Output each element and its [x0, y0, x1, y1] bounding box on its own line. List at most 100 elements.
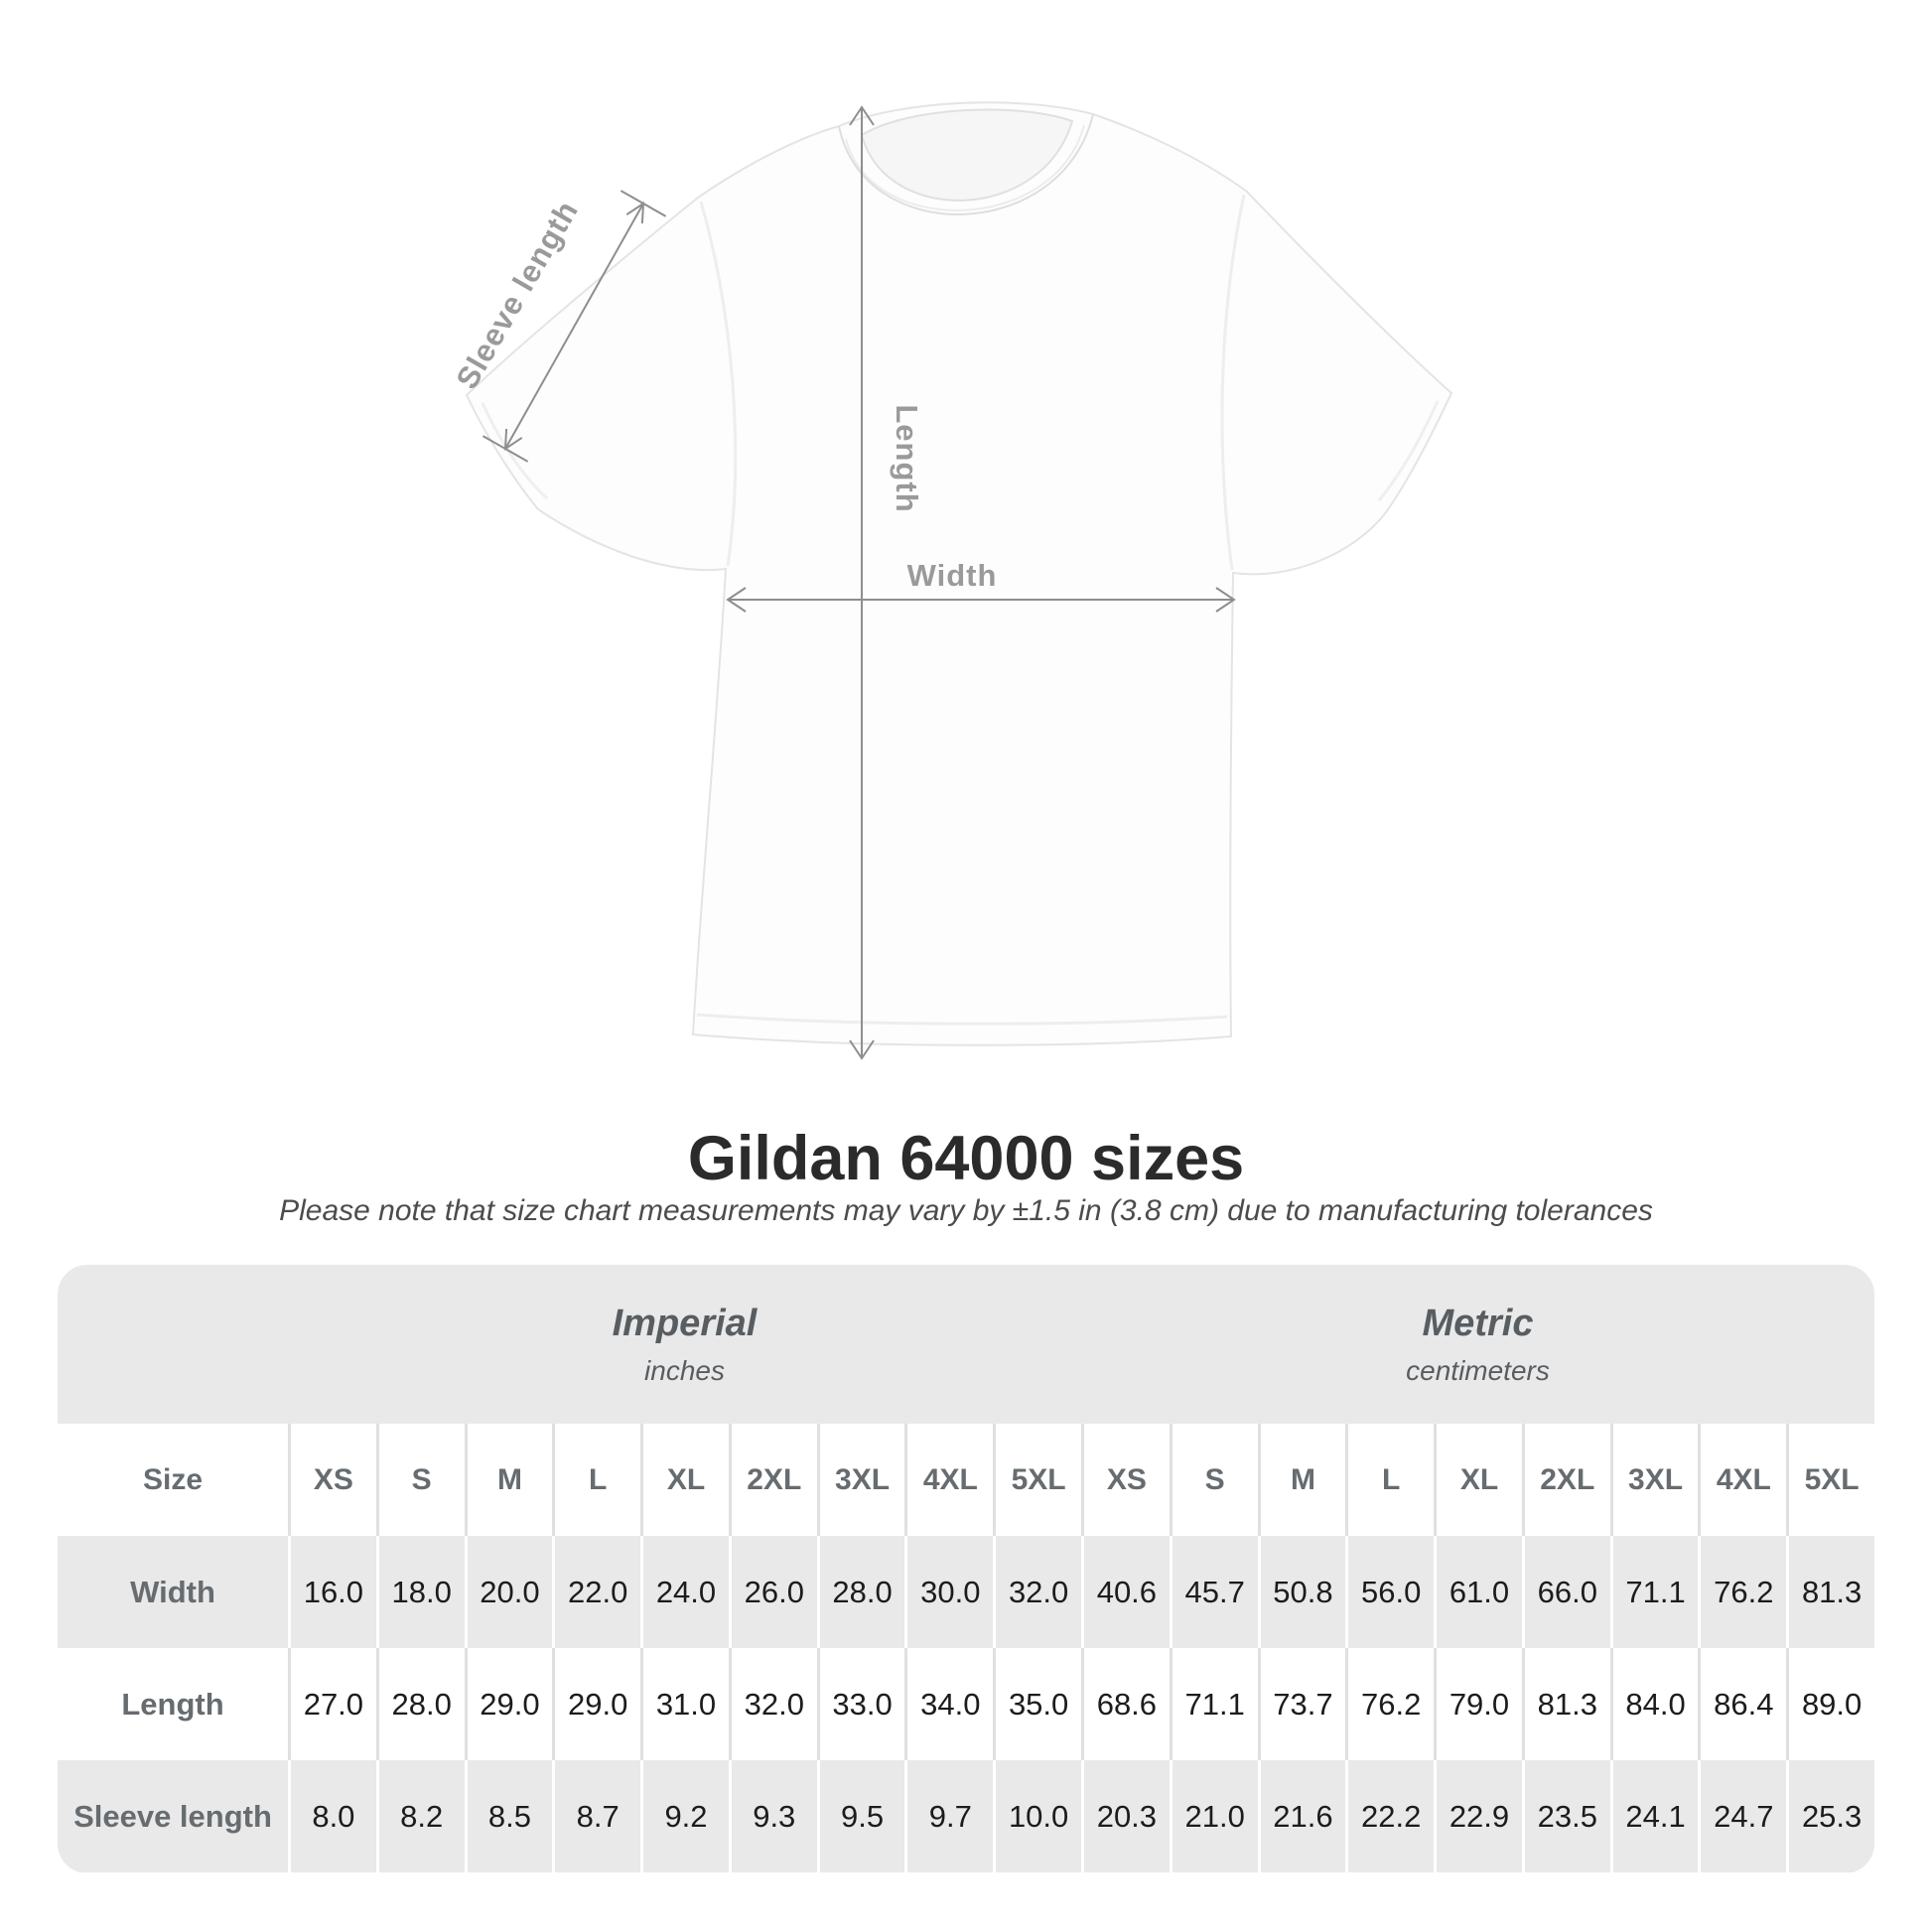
length-value: 89.0	[1786, 1648, 1874, 1760]
width-label: Width	[907, 558, 998, 593]
width-value: 81.3	[1786, 1536, 1874, 1648]
col-header: XL	[1434, 1424, 1522, 1536]
width-value: 32.0	[993, 1536, 1081, 1648]
length-value: 86.4	[1698, 1648, 1786, 1760]
sleeve-value: 9.2	[640, 1760, 729, 1872]
sleeve-value: 8.7	[552, 1760, 640, 1872]
sleeve-length-arrow	[482, 190, 667, 463]
sleeve-length-row: Sleeve length 8.0 8.2 8.5 8.7 9.2 9.3 9.…	[58, 1760, 1874, 1872]
size-table: Imperial inches Metric centimeters Size …	[58, 1265, 1874, 1873]
width-value: 24.0	[640, 1536, 729, 1648]
width-value: 61.0	[1434, 1536, 1522, 1648]
metric-unit: centimeters	[1406, 1354, 1550, 1386]
col-header: L	[1345, 1424, 1434, 1536]
sleeve-value: 9.7	[904, 1760, 993, 1872]
width-value: 76.2	[1698, 1536, 1786, 1648]
sleeve-value: 8.2	[375, 1760, 465, 1872]
tshirt-illustration: Sleeve length Length Width	[450, 101, 1453, 1060]
sleeve-value: 23.5	[1521, 1760, 1610, 1872]
sleeve-value: 25.3	[1786, 1760, 1874, 1872]
col-header: S	[375, 1424, 465, 1536]
unit-band-spacer	[58, 1265, 288, 1424]
shirt-measurement-diagram: Sleeve length Length Width	[450, 101, 1453, 1060]
metric-header: Metric centimeters	[1081, 1265, 1874, 1424]
length-value: 28.0	[375, 1648, 465, 1760]
length-value: 84.0	[1609, 1648, 1699, 1760]
col-header: 2XL	[1521, 1424, 1610, 1536]
row-label: Width	[130, 1574, 215, 1609]
sleeve-value: 10.0	[993, 1760, 1081, 1872]
width-value: 18.0	[375, 1536, 465, 1648]
length-value: 29.0	[464, 1648, 553, 1760]
width-value: 16.0	[288, 1536, 376, 1648]
length-value: 79.0	[1434, 1648, 1522, 1760]
col-header: 4XL	[904, 1424, 993, 1536]
width-value: 66.0	[1521, 1536, 1610, 1648]
sleeve-value: 9.5	[816, 1760, 905, 1872]
collar-outer	[838, 113, 1094, 215]
size-header-row: Size XS S M L XL 2XL 3XL 4XL 5XL XS S M …	[58, 1424, 1874, 1536]
col-header: XL	[640, 1424, 729, 1536]
width-value: 40.6	[1081, 1536, 1170, 1648]
col-header: 5XL	[993, 1424, 1081, 1536]
sleeve-value: 24.7	[1698, 1760, 1786, 1872]
row-label: Length	[121, 1686, 224, 1722]
col-header: L	[552, 1424, 640, 1536]
width-value: 50.8	[1257, 1536, 1346, 1648]
tshirt-body	[465, 101, 1453, 1046]
length-value: 76.2	[1345, 1648, 1434, 1760]
length-value: 34.0	[904, 1648, 993, 1760]
length-arrow	[849, 105, 875, 1060]
bottom-hem-stitch	[696, 1013, 1228, 1026]
sleeve-value: 8.0	[288, 1760, 376, 1872]
sleeve-value: 22.2	[1345, 1760, 1434, 1872]
length-value: 31.0	[640, 1648, 729, 1760]
length-value: 32.0	[728, 1648, 817, 1760]
length-value: 33.0	[816, 1648, 905, 1760]
length-value: 68.6	[1081, 1648, 1170, 1760]
col-header: 5XL	[1786, 1424, 1874, 1536]
right-armhole-seam	[1220, 194, 1246, 571]
width-value: 30.0	[904, 1536, 993, 1648]
sleeve-value: 9.3	[728, 1760, 817, 1872]
col-header: 4XL	[1698, 1424, 1786, 1536]
width-value: 45.7	[1169, 1536, 1258, 1648]
left-sleeve-hem-stitch	[481, 402, 549, 500]
col-header: M	[464, 1424, 553, 1536]
width-value: 20.0	[464, 1536, 553, 1648]
collar-opening	[860, 108, 1074, 202]
width-value: 26.0	[728, 1536, 817, 1648]
col-header: 3XL	[816, 1424, 905, 1536]
width-row: Width 16.0 18.0 20.0 22.0 24.0 26.0 28.0…	[58, 1536, 1874, 1648]
sleeve-value: 8.5	[464, 1760, 553, 1872]
size-header-cell: Size	[142, 1462, 204, 1496]
metric-title: Metric	[1422, 1302, 1534, 1344]
col-header: 2XL	[728, 1424, 817, 1536]
width-value: 56.0	[1345, 1536, 1434, 1648]
length-value: 27.0	[288, 1648, 376, 1760]
page-title: Gildan 64000 sizes	[687, 1124, 1245, 1193]
col-header: M	[1257, 1424, 1346, 1536]
length-value: 73.7	[1257, 1648, 1346, 1760]
width-arrow	[726, 587, 1236, 613]
length-row: Length 27.0 28.0 29.0 29.0 31.0 32.0 33.…	[58, 1648, 1874, 1760]
collar-stitch	[845, 124, 1085, 211]
imperial-title: Imperial	[612, 1302, 758, 1344]
length-value: 29.0	[552, 1648, 640, 1760]
length-label: Length	[890, 404, 924, 512]
width-value: 71.1	[1609, 1536, 1699, 1648]
unit-band: Imperial inches Metric centimeters	[58, 1265, 1874, 1424]
sleeve-value: 21.0	[1169, 1760, 1258, 1872]
col-header: 3XL	[1609, 1424, 1699, 1536]
sleeve-value: 24.1	[1609, 1760, 1699, 1872]
row-label: Sleeve length	[73, 1798, 272, 1834]
width-value: 22.0	[552, 1536, 640, 1648]
left-armhole-seam	[699, 201, 738, 567]
sleeve-value: 20.3	[1081, 1760, 1170, 1872]
length-value: 35.0	[993, 1648, 1081, 1760]
col-header: XS	[1081, 1424, 1170, 1536]
length-value: 71.1	[1169, 1648, 1258, 1760]
width-value: 28.0	[816, 1536, 905, 1648]
length-value: 81.3	[1521, 1648, 1610, 1760]
page-subtitle: Please note that size chart measurements…	[279, 1194, 1653, 1227]
